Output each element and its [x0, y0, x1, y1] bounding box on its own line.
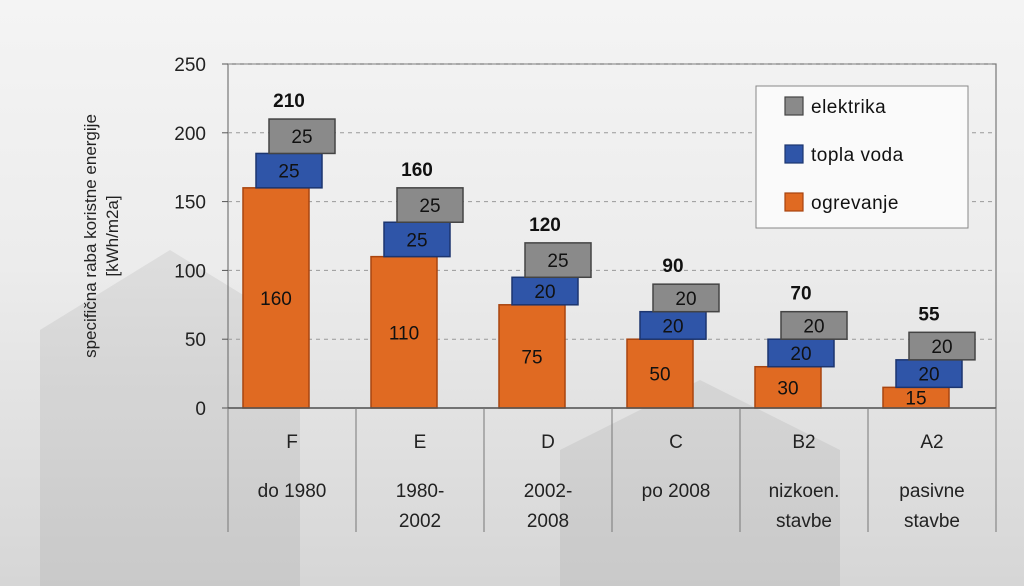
- bar-segment-topla-voda: [767, 338, 835, 368]
- x-category-period-line2: stavbe: [904, 511, 960, 532]
- bar-segment-ogrevanje: [370, 255, 438, 409]
- x-category-period: 2002-: [524, 481, 573, 502]
- bar-segment-ogrevanje: [242, 187, 310, 409]
- y-axis-title-line2: [kWh/m2a]: [103, 195, 122, 276]
- y-tick-label: 100: [174, 261, 206, 282]
- bar-total-label: 120: [529, 215, 561, 236]
- x-category-period: pasivne: [899, 481, 965, 502]
- bar-value-label: 20: [662, 316, 683, 337]
- legend: elektrika topla voda ogrevanje: [755, 85, 969, 229]
- bar-value-label: 25: [291, 127, 312, 148]
- x-category-class: F: [286, 432, 298, 453]
- bar-total-label: 90: [662, 256, 683, 277]
- bar-value-label: 160: [260, 289, 292, 310]
- bar-total-label: 210: [273, 91, 305, 112]
- bar-segment-elektrika: [396, 187, 464, 223]
- bar-value-label: 25: [406, 230, 427, 251]
- x-category-class: E: [414, 432, 427, 453]
- bar-value-label: 25: [278, 162, 299, 183]
- legend-swatch-topla-voda: [784, 144, 804, 164]
- bar-segment-topla-voda: [255, 152, 323, 189]
- bar-segment-topla-voda: [639, 310, 707, 340]
- bar-value-label: 20: [675, 289, 696, 310]
- bar-segment-topla-voda: [895, 359, 963, 389]
- legend-swatch-elektrika: [784, 96, 804, 116]
- x-category-class: C: [669, 432, 683, 453]
- bar-value-label: 25: [419, 196, 440, 217]
- bar-value-label: 50: [649, 365, 670, 386]
- bar-value-label: 20: [534, 282, 555, 303]
- legend-label: ogrevanje: [811, 193, 899, 214]
- x-category-period: nizkoen.: [769, 481, 840, 502]
- bar-segment-elektrika: [908, 331, 976, 361]
- bar-segment-topla-voda: [511, 276, 579, 306]
- bar-value-label: 15: [905, 389, 926, 410]
- bar-value-label: 110: [389, 323, 419, 344]
- bar-segment-elektrika: [268, 118, 336, 155]
- x-category-class: D: [541, 432, 555, 453]
- y-axis: 0 50 100 150 200 250: [174, 55, 228, 420]
- x-category-period-line2: 2008: [527, 511, 569, 532]
- bar-segment-ogrevanje: [754, 365, 822, 409]
- bar-segment-elektrika: [780, 310, 848, 340]
- x-category-class: A2: [920, 432, 943, 453]
- bar-segment-elektrika: [652, 283, 720, 313]
- y-tick-label: 50: [185, 330, 206, 351]
- x-category-period: 1980-: [396, 481, 445, 502]
- x-category-period-line2: stavbe: [776, 511, 832, 532]
- y-tick-label: 200: [174, 124, 206, 145]
- bar-segment-ogrevanje: [498, 304, 566, 409]
- x-category-period: po 2008: [642, 481, 711, 502]
- legend-swatch-ogrevanje: [784, 192, 804, 212]
- y-tick-label: 150: [174, 193, 206, 214]
- bars: 160 25 25 210 110 25 25 160 75 20 25 120 50 20 20 90 30 2…: [242, 91, 976, 410]
- bar-value-label: 20: [931, 337, 952, 358]
- bar-value-label: 30: [777, 378, 798, 399]
- bar-value-label: 75: [521, 347, 542, 368]
- bar-segment-topla-voda: [383, 221, 451, 258]
- bar-segment-elektrika: [524, 242, 592, 279]
- legend-label: elektrika: [811, 97, 886, 118]
- background-house: [40, 250, 840, 586]
- y-tick-label: 250: [174, 55, 206, 76]
- y-axis-title-line1: specifična raba koristne energije: [81, 114, 100, 358]
- x-axis-table: Fdo 1980 E 1980- 2002 D 2002- 2008 Cpo 2008 B2 ni…: [227, 407, 997, 532]
- bar-total-label: 55: [918, 304, 940, 325]
- bar-total-label: 160: [401, 160, 433, 181]
- bar-value-label: 25: [547, 251, 568, 272]
- bar-value-label: 20: [790, 344, 811, 365]
- legend-label: topla voda: [811, 145, 904, 166]
- bar-total-label: 70: [790, 284, 811, 305]
- y-axis-title: specifična raba koristne energije [kWh/m…: [81, 114, 122, 358]
- bar-value-label: 20: [803, 316, 824, 337]
- x-category-period: do 1980: [258, 481, 327, 502]
- x-category-period-line2: 2002: [399, 511, 441, 532]
- bar-value-label: 20: [918, 365, 939, 386]
- y-tick-label: 0: [195, 399, 206, 420]
- x-category-class: B2: [792, 432, 815, 453]
